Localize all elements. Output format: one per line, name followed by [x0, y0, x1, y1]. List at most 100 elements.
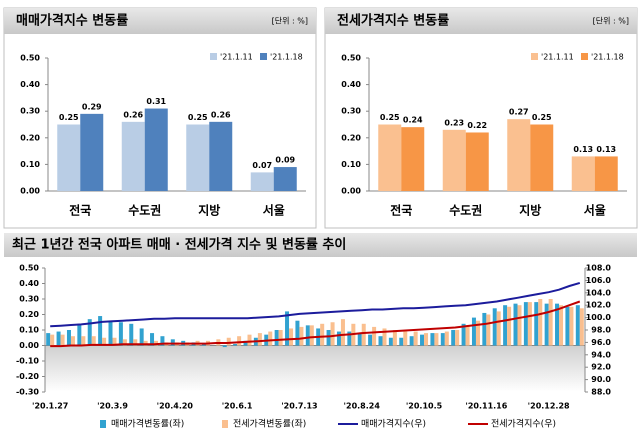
bar	[392, 330, 397, 346]
bar	[209, 121, 233, 191]
unit-label: [단위 : %]	[593, 16, 629, 26]
legend-label: 매매가격변동률(좌)	[111, 418, 184, 430]
legend-swatch	[210, 53, 217, 60]
x-tick-label: 수도권	[128, 204, 161, 218]
bar	[118, 322, 123, 346]
bar	[451, 330, 456, 346]
y2-tick-label: 98.0	[591, 326, 611, 335]
x-tick-label: 서울	[584, 203, 606, 218]
bar	[496, 311, 501, 346]
bar	[475, 320, 480, 346]
value-label: 0.26	[211, 110, 231, 119]
x-tick-label: '20.8.24	[344, 402, 381, 411]
panel-header	[4, 8, 316, 34]
y-tick-label: 0.50	[19, 264, 39, 273]
bar	[295, 320, 300, 346]
y2-tick-label: 88.0	[591, 388, 611, 397]
bar	[247, 334, 252, 346]
y2-tick-label: 92.0	[591, 363, 611, 372]
bar	[440, 333, 445, 346]
panel-header	[4, 233, 637, 257]
legend-label: 전세가격지수(우)	[491, 418, 556, 430]
x-tick-label: '20.6.1	[222, 402, 253, 411]
value-label: 0.07	[252, 161, 272, 170]
bar	[133, 339, 138, 346]
bar	[243, 340, 248, 346]
bar	[70, 336, 75, 346]
legend-label: '21.1.11	[541, 53, 574, 62]
bar	[122, 339, 127, 346]
bar	[66, 330, 71, 346]
y-tick-label: 0.00	[19, 341, 39, 350]
value-label: 0.13	[596, 145, 616, 154]
bar	[368, 334, 373, 346]
bar	[399, 337, 404, 346]
bar	[555, 303, 560, 346]
value-label: 0.23	[444, 118, 464, 127]
bar	[347, 331, 352, 346]
x-tick-label: '20.10.5	[406, 402, 443, 411]
legend-label: '21.1.11	[220, 53, 253, 62]
bar	[548, 299, 553, 346]
bar	[503, 305, 508, 346]
bar	[56, 331, 61, 346]
bar	[492, 308, 497, 346]
y2-tick-label: 104.0	[586, 288, 612, 297]
bar	[420, 334, 425, 346]
unit-label: [단위 : %]	[272, 16, 308, 26]
bar	[361, 323, 366, 346]
x-tick-label: 전국	[390, 203, 412, 218]
bar	[565, 306, 570, 346]
bar	[569, 306, 574, 346]
bar	[257, 333, 262, 346]
y-tick-label: 0.30	[341, 107, 361, 116]
bar	[60, 334, 65, 346]
x-tick-label: 전국	[69, 203, 91, 218]
bar	[571, 156, 595, 191]
bar	[465, 325, 470, 346]
x-tick-label: '20.4.20	[157, 402, 194, 411]
x-tick-label: '20.3.9	[97, 402, 128, 411]
x-tick-label: '20.7.13	[281, 402, 317, 411]
value-label: 0.31	[146, 97, 166, 106]
legend-swatch	[581, 53, 588, 60]
bar	[112, 337, 117, 346]
bar	[388, 337, 393, 346]
bar	[50, 334, 55, 346]
bar	[455, 330, 460, 346]
bar	[530, 124, 554, 191]
bar	[274, 330, 279, 346]
bar	[461, 323, 466, 346]
bar	[144, 108, 168, 191]
y-tick-label: 0.30	[20, 107, 40, 116]
bar	[372, 326, 377, 346]
bar	[486, 314, 491, 346]
value-label: 0.25	[532, 113, 552, 122]
negative-band	[45, 345, 585, 392]
bar	[81, 336, 86, 346]
legend-swatch	[100, 420, 106, 428]
bar	[482, 312, 487, 346]
y-tick-label: 0.10	[19, 326, 39, 335]
x-tick-label: '20.11.16	[465, 402, 507, 411]
bar	[160, 336, 165, 346]
bar	[424, 333, 429, 346]
value-label: 0.22	[467, 121, 487, 130]
legend-swatch	[260, 53, 267, 60]
y-tick-label: -0.30	[16, 388, 39, 397]
bar	[336, 331, 341, 346]
bar	[538, 299, 543, 346]
y-tick-label: 0.40	[20, 80, 40, 89]
bar	[150, 333, 155, 346]
y-tick-label: 0.20	[341, 133, 361, 142]
chart-title: 전세가격지수 변동률	[337, 13, 449, 29]
bar	[289, 328, 294, 346]
x-tick-label: '20.1.27	[32, 402, 68, 411]
bar	[98, 316, 103, 346]
bar	[523, 302, 528, 346]
y-tick-label: 0.30	[19, 295, 39, 304]
bar	[57, 124, 81, 191]
bar	[507, 119, 531, 191]
y-tick-label: 0.40	[341, 80, 361, 89]
